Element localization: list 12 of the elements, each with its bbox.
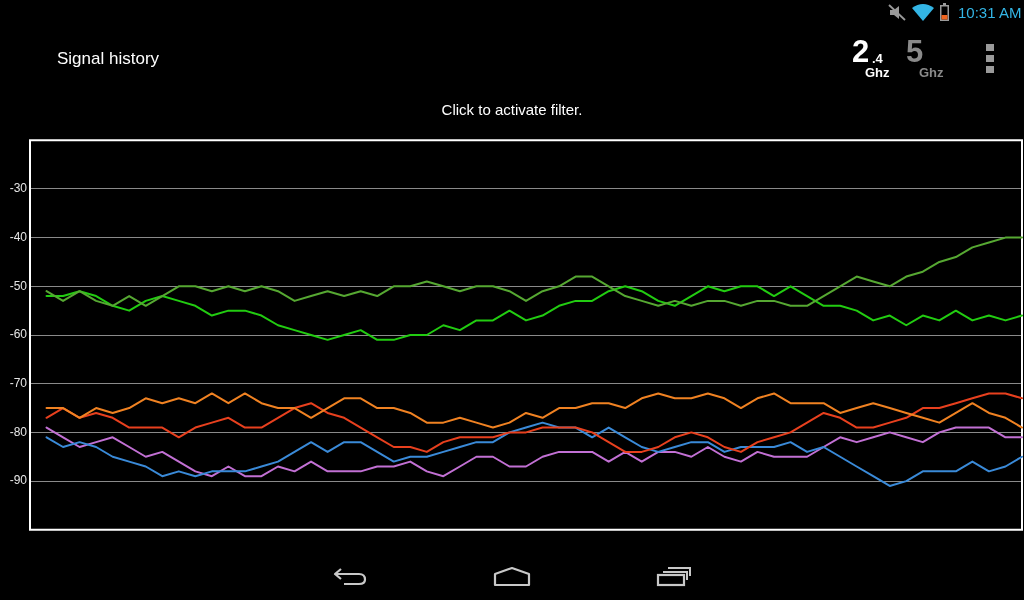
y-tick-label: -90 [9, 473, 28, 488]
text: 5 Ghz [906, 34, 944, 80]
y-tick-label: -60 [9, 327, 28, 342]
y-tick-label: -30 [9, 181, 28, 196]
text: 2.4 Ghz [852, 34, 890, 80]
y-tick-label: -40 [9, 229, 28, 244]
text: 10:31 AM [958, 4, 1022, 22]
y-tick-label: -50 [9, 278, 28, 293]
y-tick-label: -80 [9, 424, 28, 439]
y-tick-label: -70 [9, 376, 28, 391]
chart-subtitle: Click to activate filter. [440, 100, 584, 119]
chart-title: Signal history [57, 48, 160, 70]
